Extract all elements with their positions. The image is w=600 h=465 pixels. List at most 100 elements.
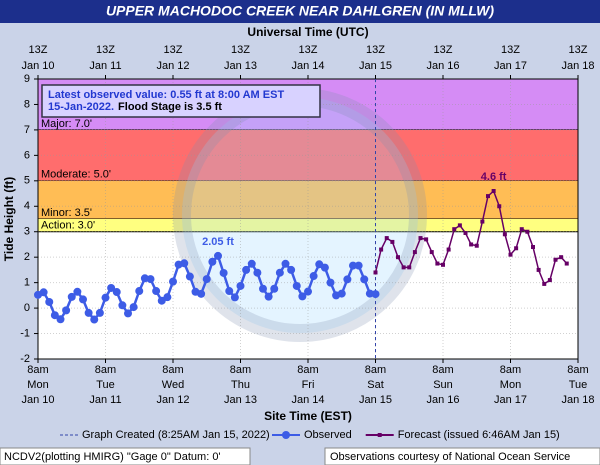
data-point — [349, 261, 357, 270]
data-point — [292, 281, 301, 290]
x-tick-label: Jan 14 — [291, 394, 324, 406]
footer-box — [0, 447, 251, 465]
x2-tick-label: Jan 14 — [291, 60, 324, 72]
y-tick-label: 3 — [24, 226, 30, 238]
data-point — [446, 247, 451, 252]
data-point — [424, 237, 429, 242]
data-point — [401, 265, 406, 270]
data-point — [253, 268, 262, 277]
data-point — [519, 227, 524, 232]
x-tick-label: Wed — [162, 379, 184, 391]
legend-label: Graph Created (8:25AM Jan 15, 2022) — [82, 429, 270, 441]
data-point — [463, 231, 468, 235]
x2-tick-label: Jan 11 — [89, 60, 121, 72]
x2-tick-label: 13Z — [299, 44, 318, 56]
data-point — [418, 236, 423, 241]
legend-label: Forecast (issued 6:46AM Jan 15) — [398, 429, 560, 441]
data-point — [531, 245, 535, 249]
data-point — [214, 251, 222, 260]
data-point — [337, 289, 346, 298]
y-tick-label: -1 — [20, 327, 30, 339]
x2-tick-label: 13Z — [366, 44, 385, 56]
x-tick-label: Jan 12 — [156, 394, 189, 406]
flood-band — [38, 219, 578, 232]
x2-tick-label: Jan 12 — [156, 60, 189, 72]
data-point — [118, 301, 127, 310]
y-tick-label: 1 — [24, 277, 30, 289]
data-point — [514, 246, 519, 251]
x-tick-label: 8am — [500, 364, 521, 376]
data-point — [197, 289, 206, 298]
data-point — [56, 315, 65, 324]
x-tick-label: 8am — [365, 364, 386, 376]
data-point — [373, 270, 378, 275]
data-point — [281, 259, 290, 268]
x2-tick-label: Jan 16 — [426, 60, 459, 72]
data-point — [384, 236, 389, 241]
x-tick-label: 8am — [297, 364, 318, 376]
data-point — [39, 288, 48, 297]
data-point — [441, 262, 445, 267]
x2-tick-label: Jan 10 — [21, 60, 54, 72]
data-point — [457, 223, 462, 228]
data-point — [275, 268, 284, 277]
y-tick-label: -2 — [20, 353, 30, 365]
data-point — [379, 247, 384, 252]
x-tick-label: Jan 16 — [426, 394, 459, 406]
title-bar — [0, 0, 600, 23]
data-point — [107, 283, 116, 292]
data-point — [270, 284, 279, 293]
x2-tick-label: 13Z — [164, 44, 183, 56]
data-point — [135, 287, 144, 296]
info-box — [41, 84, 321, 118]
flood-band — [38, 129, 578, 181]
x2-tick-label: Jan 17 — [494, 60, 527, 72]
data-point — [497, 204, 502, 209]
legend-marker — [377, 433, 382, 437]
data-point — [354, 261, 363, 270]
flood-stage: Flood Stage is 3.5 ft — [118, 101, 222, 113]
flood-band — [38, 180, 578, 219]
data-point — [390, 239, 395, 244]
data-point — [304, 287, 312, 296]
y-tick-label: 2 — [24, 251, 30, 263]
info-date: 15-Jan-2022. — [48, 101, 114, 113]
data-point — [95, 308, 104, 317]
info-line: Latest observed value: 0.55 ft at 8:00 A… — [48, 89, 284, 101]
x-tick-label: Mon — [27, 379, 48, 391]
data-point — [559, 255, 564, 260]
data-point — [202, 275, 211, 284]
x-tick-label: Jan 11 — [89, 394, 121, 406]
data-point — [564, 261, 569, 266]
data-point — [67, 292, 76, 301]
data-point — [553, 257, 558, 262]
data-point — [320, 263, 329, 272]
x-tick-label: 8am — [95, 364, 116, 376]
x2-tick-label: 13Z — [29, 44, 48, 56]
data-point — [287, 265, 296, 274]
y-tick-label: 4 — [24, 200, 30, 212]
legend-label: Observed — [304, 429, 352, 441]
data-point — [508, 252, 513, 257]
data-point — [129, 303, 138, 312]
x2-tick-label: Jan 13 — [224, 60, 257, 72]
peak-label: 2.05 ft — [202, 236, 234, 248]
data-point — [326, 278, 335, 287]
data-point — [152, 287, 161, 296]
x2-tick-label: 13Z — [96, 44, 115, 56]
data-point — [208, 257, 217, 266]
y-tick-label: 8 — [24, 98, 30, 110]
data-point — [112, 288, 121, 297]
x-tick-label: 8am — [230, 364, 251, 376]
data-point — [219, 268, 228, 277]
data-point — [230, 293, 239, 302]
x-tick-label: 8am — [27, 364, 48, 376]
legend-marker — [282, 431, 290, 439]
footer-right: Observations courtesy of National Ocean … — [330, 451, 570, 463]
y-tick-label: 7 — [24, 124, 30, 136]
data-point — [185, 272, 194, 281]
x-tick-label: Tue — [569, 379, 588, 391]
y-tick-label: 6 — [24, 149, 30, 161]
